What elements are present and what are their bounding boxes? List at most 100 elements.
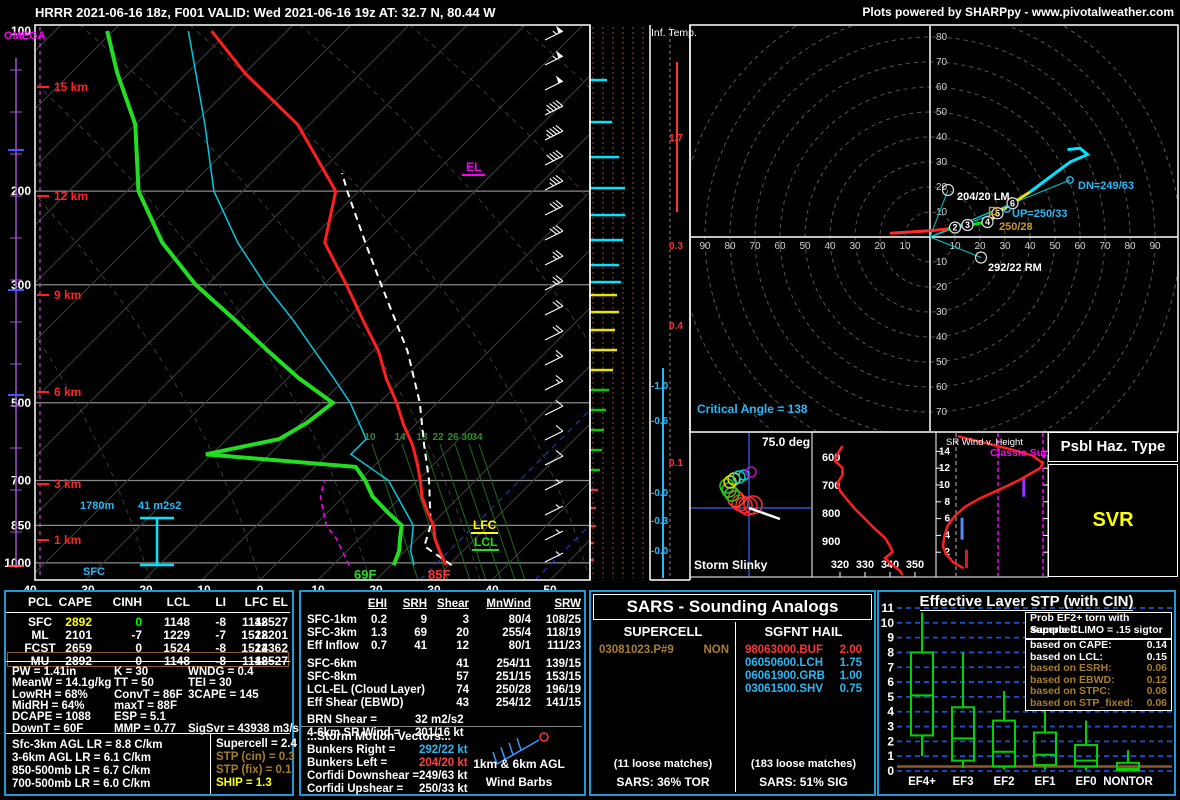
divider — [301, 726, 582, 727]
omega-axis — [8, 58, 24, 568]
kinematics-cell: 118/19 — [546, 627, 581, 639]
thermo-cell: MMP = 0.77 — [114, 722, 177, 735]
parcel-header-cell: LI — [215, 595, 226, 609]
thermo-cell: maxT = 88F — [114, 699, 177, 712]
svg-text:14: 14 — [394, 432, 406, 443]
parcel-cell: 0 — [135, 641, 142, 655]
svg-text:4: 4 — [944, 530, 950, 541]
kinematics-extra-label: BRN Shear = — [307, 714, 377, 726]
hazard-value: SVR — [1048, 464, 1178, 577]
svg-text:26: 26 — [447, 432, 459, 443]
wind-barb-icon — [492, 732, 549, 765]
svg-text:50: 50 — [936, 357, 948, 368]
sars-match-value: 2.00 — [839, 644, 862, 656]
lapse-rate-row: Sfc-3km AGL LR = 8.8 C/km — [12, 739, 163, 751]
svg-text:5: 5 — [995, 208, 1000, 218]
kinematics-extra-label: 4-6km SR Wind = — [307, 727, 401, 739]
svg-text:900: 900 — [822, 536, 840, 548]
thermo-cell: MeanW = 14.1g/kg — [12, 677, 112, 690]
parcel-cell: SFC — [28, 615, 52, 629]
kinematics-header: SRH — [402, 598, 427, 610]
kinematics-row-label: SFC-3km — [307, 627, 357, 639]
sars-hail-count: (183 loose matches) — [750, 758, 857, 770]
kinematics-cell: 74 — [456, 684, 469, 696]
svg-text:22: 22 — [432, 432, 444, 443]
kinematics-cell: 250/28 — [495, 684, 531, 696]
parcel-cell: 12201 — [254, 628, 288, 642]
svg-text:0.3: 0.3 — [669, 241, 683, 252]
thermo-cell: K = 30 — [114, 666, 149, 678]
svg-text:60: 60 — [1074, 241, 1086, 252]
svg-text:70: 70 — [1099, 241, 1111, 252]
storm-motion-value: 249/63 kt — [419, 770, 468, 782]
theta-e-trace — [833, 445, 904, 576]
storm-motion-value: 204/20 kt — [419, 757, 468, 769]
parcel-cell: 2892 — [65, 615, 92, 629]
kinematics-row-label: SFC-6km — [307, 658, 357, 670]
frames — [34, 24, 1179, 581]
storm-motion-label: Corfidi Downshear = — [307, 770, 420, 782]
thermo-cell: WNDG = 0.4 — [188, 666, 254, 678]
svg-text:50: 50 — [799, 241, 811, 252]
parcel-cell: -7 — [131, 628, 142, 642]
skewt_temperature — [210, 30, 448, 566]
svg-text:80: 80 — [724, 241, 736, 252]
el-label: EL — [462, 160, 486, 176]
svg-text:10: 10 — [899, 241, 911, 252]
svg-text:3 km: 3 km — [54, 477, 81, 491]
classic-supercell-band-label: Classic Supercell — [990, 447, 1077, 459]
kinematics-cell: 153/15 — [545, 671, 581, 683]
parcel-cell: 0 — [135, 615, 142, 629]
svg-text:90: 90 — [1149, 241, 1161, 252]
parcel-cell: 1148 — [241, 615, 268, 629]
effective-inflow-height: 1780m — [80, 500, 115, 512]
kinematics-header: EHI — [367, 598, 387, 610]
inferred-temp-column: 1.7 0.3 0.4 -1.0 -0.6 0.1 -0.0 -0.3 -0.0 — [651, 27, 683, 578]
sars-match-name: 03061500.SHV — [745, 683, 824, 695]
sfc-label: SFC — [83, 566, 105, 578]
composite-index-row: STP (fix) = 0.1 — [216, 764, 292, 776]
svg-text:700: 700 — [11, 474, 31, 488]
kinematics-extra-value: 201/16 kt — [415, 727, 464, 739]
lapse-rate-row: 3-6km AGL LR = 6.1 C/km — [12, 752, 152, 764]
kinematics-cell: 9 — [420, 614, 427, 626]
kinematics-row-label: Eff Shear (EBWD) — [307, 697, 404, 709]
svg-text:-1.0: -1.0 — [651, 381, 669, 392]
svg-text:3: 3 — [887, 720, 894, 734]
parcel-cell: 1528 — [241, 628, 268, 642]
svg-text:350: 350 — [906, 559, 924, 571]
critical-angle-label: Critical Angle = 138 — [697, 402, 808, 416]
svg-text:40: 40 — [1024, 241, 1036, 252]
sars-match-name: 06050600.LCH — [745, 657, 823, 669]
kinematics-cell: 3 — [462, 614, 469, 626]
svg-text:40: 40 — [936, 132, 948, 143]
svg-text:EF3: EF3 — [952, 776, 973, 788]
parcel-header-cell: EL — [272, 595, 288, 609]
svg-text:EF0: EF0 — [1075, 776, 1096, 788]
svg-text:EF4+: EF4+ — [908, 776, 936, 788]
sars-title: SARS - Sounding Analogs — [593, 594, 872, 620]
svg-text:EF2: EF2 — [993, 776, 1014, 788]
parcel-cell: FCST — [24, 641, 56, 655]
svg-text:1: 1 — [887, 749, 894, 763]
sars-hail-prob: SARS: 51% SIG — [759, 775, 848, 789]
svg-text:15 km: 15 km — [54, 80, 88, 94]
stp-prob-row: based on STP_fixed: 0.06 — [1030, 696, 1167, 709]
svg-text:20: 20 — [874, 241, 886, 252]
svg-text:8: 8 — [944, 497, 950, 508]
parcel-cell: -8 — [215, 641, 226, 655]
svg-text:800: 800 — [822, 508, 840, 520]
svg-text:90: 90 — [699, 241, 711, 252]
kinematics-cell: 251/15 — [495, 671, 531, 683]
svg-text:6: 6 — [887, 675, 894, 689]
kinematics-cell: 254/11 — [496, 658, 531, 670]
svg-text:1 km: 1 km — [54, 533, 81, 547]
svg-text:10: 10 — [364, 432, 376, 443]
svg-text:40: 40 — [824, 241, 836, 252]
possible-hazard-panel: Psbl Haz. Type SVR — [1048, 432, 1178, 577]
skewt-wind-barbs — [544, 25, 564, 563]
parcel-header-cell: PCL — [28, 595, 52, 609]
